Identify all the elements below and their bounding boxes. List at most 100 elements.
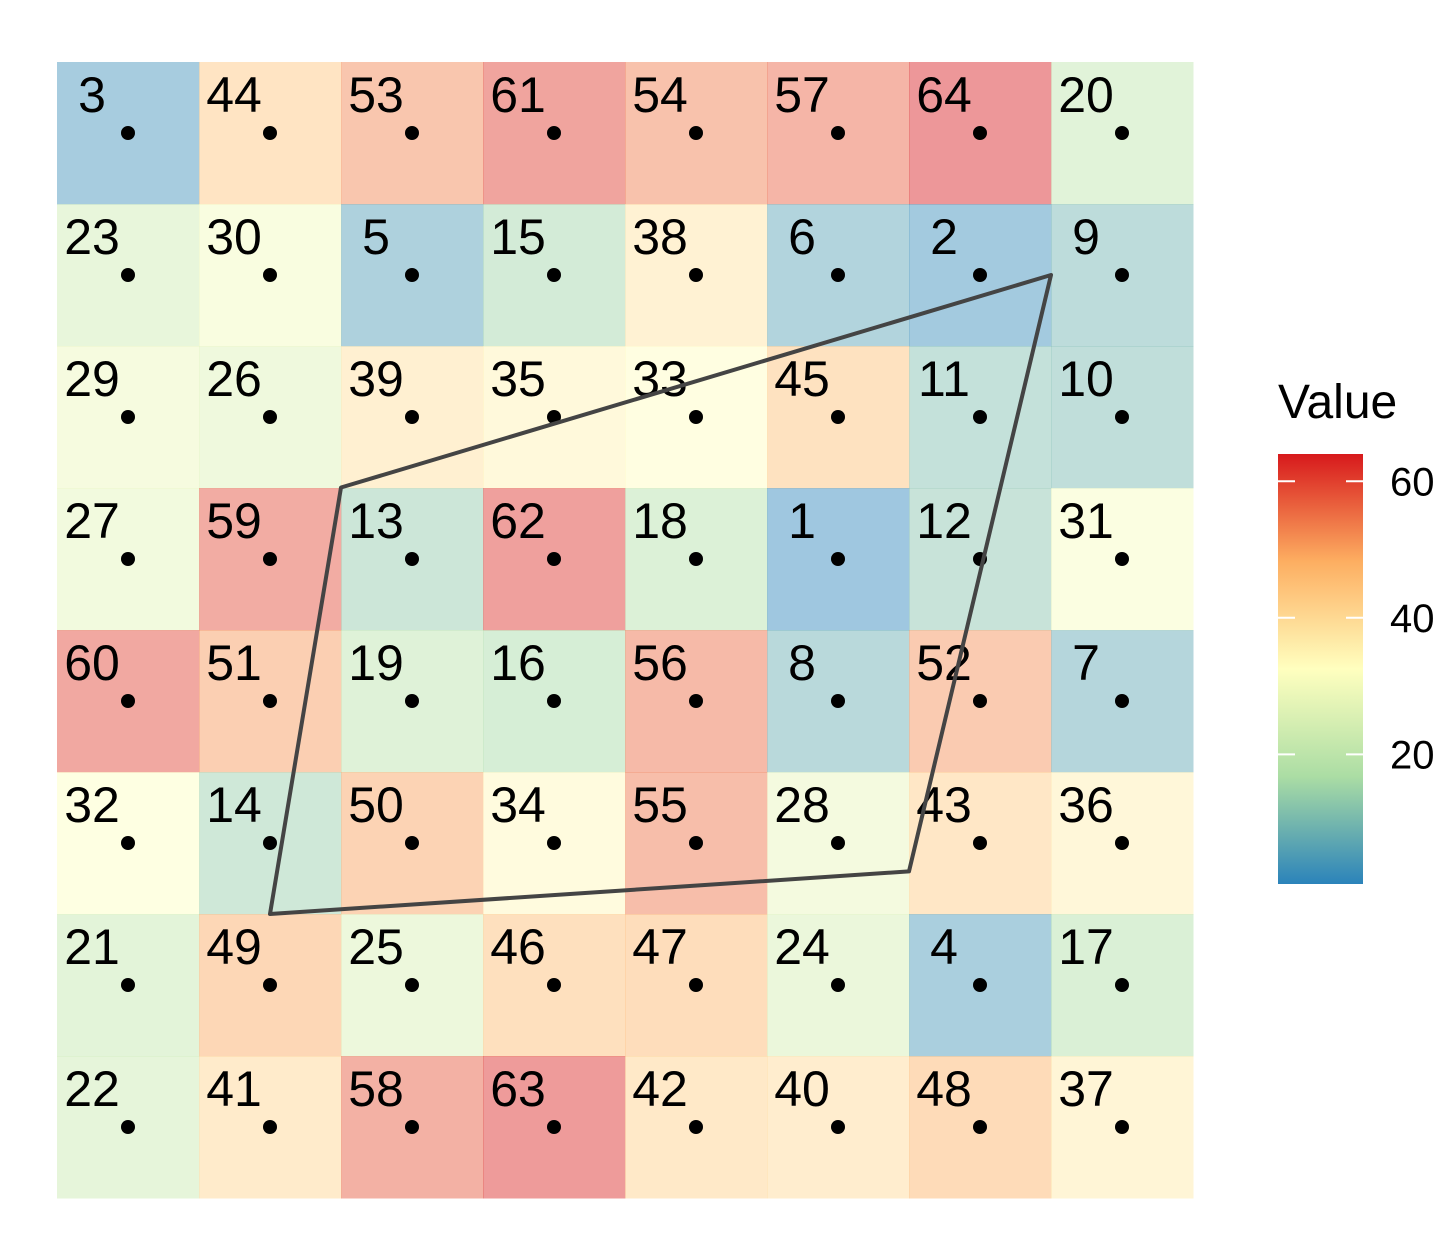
cell-point	[121, 978, 135, 992]
cell-point	[263, 1120, 277, 1134]
cell-value-label: 45	[774, 351, 830, 407]
cell-point	[121, 1120, 135, 1134]
cell-value-label: 56	[632, 635, 688, 691]
cell-value-label: 32	[64, 777, 120, 833]
cell-value-label: 13	[348, 493, 404, 549]
cell-value-label: 26	[206, 351, 262, 407]
cell-value-label: 42	[632, 1061, 688, 1117]
cell-value-label: 5	[362, 209, 390, 265]
cell-point	[689, 410, 703, 424]
cell-value-label: 46	[490, 919, 546, 975]
cell-point	[973, 694, 987, 708]
cell-value-label: 55	[632, 777, 688, 833]
cell-value-label: 11	[918, 351, 970, 407]
cell-point	[405, 126, 419, 140]
cell-point	[973, 410, 987, 424]
cell-value-label: 16	[490, 635, 546, 691]
cell-point	[121, 126, 135, 140]
cell-point	[973, 268, 987, 282]
cell-value-label: 58	[348, 1061, 404, 1117]
cell-point	[689, 694, 703, 708]
cell-value-label: 25	[348, 919, 404, 975]
cell-value-label: 3	[78, 67, 106, 123]
cell-point	[831, 410, 845, 424]
cell-point	[1115, 694, 1129, 708]
cell-point	[1115, 268, 1129, 282]
cell-value-label: 57	[774, 67, 830, 123]
cell-point	[973, 978, 987, 992]
cell-value-label: 17	[1058, 919, 1114, 975]
cell-value-label: 62	[490, 493, 546, 549]
cell-value-label: 21	[64, 919, 120, 975]
cell-point	[263, 410, 277, 424]
cell-point	[973, 126, 987, 140]
cell-value-label: 54	[632, 67, 688, 123]
cell-point	[1115, 126, 1129, 140]
cell-value-label: 36	[1058, 777, 1114, 833]
cell-value-label: 37	[1058, 1061, 1114, 1117]
cell-point	[263, 836, 277, 850]
cell-point	[547, 410, 561, 424]
cell-point	[547, 268, 561, 282]
cell-value-label: 60	[64, 635, 120, 691]
cell-point	[689, 836, 703, 850]
cell-point	[1115, 410, 1129, 424]
cell-point	[547, 1120, 561, 1134]
cell-value-label: 15	[490, 209, 546, 265]
cell-value-label: 40	[774, 1061, 830, 1117]
cell-value-label: 2	[930, 209, 958, 265]
cell-point	[831, 694, 845, 708]
legend-tick-label: 60	[1390, 460, 1435, 504]
cell-point	[263, 552, 277, 566]
cell-value-label: 4	[930, 919, 958, 975]
cell-point	[405, 268, 419, 282]
cell-point	[405, 836, 419, 850]
cell-value-label: 59	[206, 493, 262, 549]
cell-point	[1115, 836, 1129, 850]
cell-value-label: 22	[64, 1061, 120, 1117]
cell-value-label: 24	[774, 919, 830, 975]
cell-point	[121, 552, 135, 566]
cell-point	[121, 694, 135, 708]
cell-point	[689, 978, 703, 992]
cell-point	[973, 836, 987, 850]
cell-value-label: 23	[64, 209, 120, 265]
cell-value-label: 20	[1058, 67, 1114, 123]
cell-value-label: 8	[788, 635, 816, 691]
cell-point	[121, 268, 135, 282]
cell-point	[689, 268, 703, 282]
cell-point	[689, 1120, 703, 1134]
cell-value-label: 39	[348, 351, 404, 407]
cell-value-label: 28	[774, 777, 830, 833]
legend-ticks: 20 40 60	[1278, 460, 1435, 777]
cell-point	[831, 552, 845, 566]
color-legend: Value 20 40 60	[1278, 376, 1435, 884]
legend-tick-label: 20	[1390, 733, 1435, 777]
cell-point	[547, 836, 561, 850]
cell-value-label: 19	[348, 635, 404, 691]
legend-colorbar	[1278, 454, 1363, 884]
cell-value-label: 6	[788, 209, 816, 265]
cell-point	[1115, 1120, 1129, 1134]
cell-point	[263, 694, 277, 708]
legend-title: Value	[1278, 376, 1397, 429]
cell-value-label: 53	[348, 67, 404, 123]
cell-point	[831, 836, 845, 850]
cell-point	[405, 552, 419, 566]
cell-value-label: 44	[206, 67, 262, 123]
cell-point	[547, 694, 561, 708]
cell-point	[1115, 978, 1129, 992]
cell-value-label: 61	[490, 67, 546, 123]
cell-value-label: 7	[1072, 635, 1100, 691]
cell-point	[547, 126, 561, 140]
cell-value-label: 49	[206, 919, 262, 975]
cell-value-label: 27	[64, 493, 120, 549]
cell-point	[547, 552, 561, 566]
cell-point	[405, 694, 419, 708]
cell-value-label: 63	[490, 1061, 546, 1117]
cell-value-label: 1	[788, 493, 816, 549]
cell-point	[263, 126, 277, 140]
cell-point	[121, 836, 135, 850]
cell-point	[547, 978, 561, 992]
